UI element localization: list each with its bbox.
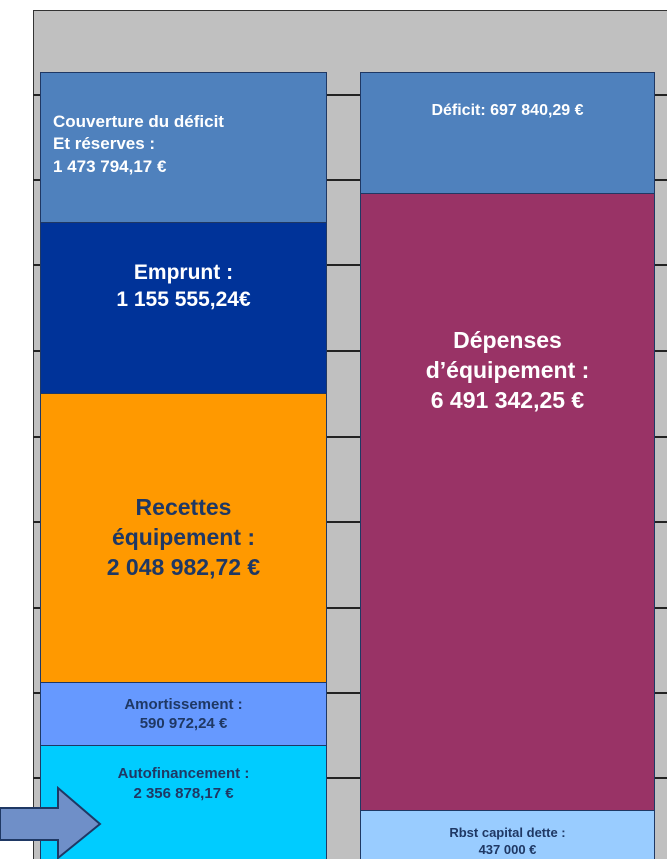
grid-line bbox=[33, 436, 667, 438]
label: 1 473 794,17 € bbox=[53, 156, 167, 176]
label: Déficit: 697 840,29 € bbox=[431, 102, 584, 119]
block-recettes: Recettes équipement : 2 048 982,72 € bbox=[40, 393, 327, 683]
grid-line bbox=[33, 94, 667, 96]
grid-line bbox=[33, 692, 667, 694]
block-deficit: Déficit: 697 840,29 € bbox=[360, 72, 655, 194]
label: 1 155 555,24€ bbox=[116, 288, 251, 312]
label: équipement : bbox=[111, 524, 256, 551]
label: Autofinancement : bbox=[117, 765, 250, 782]
block-autofinancement: Autofinancement : 2 356 878,17 € bbox=[40, 745, 327, 859]
grid-line bbox=[33, 777, 667, 779]
label: 437 000 € bbox=[478, 841, 537, 857]
label: Amortissement : bbox=[124, 695, 243, 713]
label: Emprunt : bbox=[133, 261, 234, 284]
block-amortissement: Amortissement : 590 972,24 € bbox=[40, 682, 327, 746]
label: d’équipement : bbox=[425, 356, 590, 383]
grid-line bbox=[33, 350, 667, 352]
block-emprunt: Emprunt : 1 155 555,24€ bbox=[40, 222, 327, 394]
block-depenses: Dépenses d’équipement : 6 491 342,25 € bbox=[360, 193, 655, 811]
arrow bbox=[0, 786, 102, 859]
label: Couverture du déficit bbox=[53, 112, 224, 132]
grid-line bbox=[33, 179, 667, 181]
label: 2 356 878,17 € bbox=[133, 784, 234, 802]
label: 2 048 982,72 € bbox=[106, 553, 261, 580]
grid-line bbox=[33, 521, 667, 523]
grid-line bbox=[33, 607, 667, 609]
label: Dépenses bbox=[453, 327, 562, 353]
label: Rbst capital dette : bbox=[449, 825, 566, 840]
label: Et réserves : bbox=[53, 134, 156, 154]
grid-line bbox=[33, 264, 667, 266]
block-reserves: Couverture du déficit Et réserves : 1 47… bbox=[40, 72, 327, 223]
block-rbst: Rbst capital dette : 437 000 € bbox=[360, 810, 655, 859]
label: Recettes bbox=[135, 494, 232, 521]
label: 590 972,24 € bbox=[139, 715, 228, 732]
label: 6 491 342,25 € bbox=[430, 386, 585, 413]
